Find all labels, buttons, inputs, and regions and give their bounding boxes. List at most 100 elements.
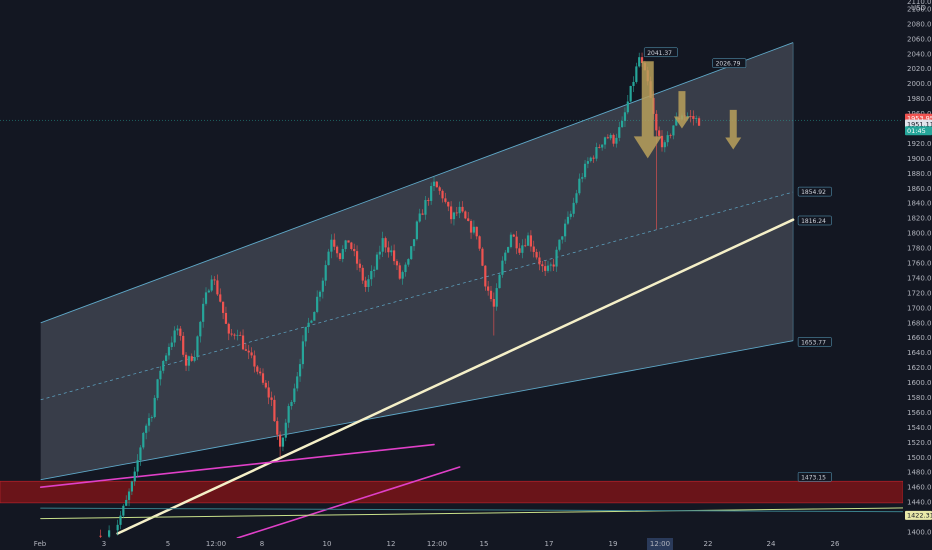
candle xyxy=(621,116,624,128)
time-axis[interactable]: Feb 3 5 12:00 8 10 12 12:00 15 17 19 12:00 22 24 26 xyxy=(0,538,932,550)
candle xyxy=(549,262,552,272)
candle xyxy=(578,173,581,196)
candle xyxy=(404,262,407,277)
annotation-label: 1816.24 xyxy=(797,215,832,226)
candle xyxy=(464,210,467,220)
candle xyxy=(435,180,438,188)
candle xyxy=(207,288,210,293)
candle xyxy=(430,182,433,205)
trendline-0[interactable] xyxy=(116,218,795,535)
candle xyxy=(469,219,473,239)
candle xyxy=(350,241,353,251)
candle xyxy=(304,326,307,347)
candle xyxy=(338,252,342,261)
red-zone-rect[interactable] xyxy=(0,480,904,504)
candle xyxy=(259,367,262,376)
channel-lower-line[interactable] xyxy=(40,340,794,481)
annotation-label: 2041.37 xyxy=(643,47,678,58)
candle xyxy=(364,276,367,292)
candle xyxy=(381,231,384,258)
down-arrow-2[interactable] xyxy=(725,109,742,150)
candle xyxy=(609,133,612,141)
candle xyxy=(204,287,208,306)
y-tick-label: 1740.00 xyxy=(907,274,932,282)
y-tick-label: 1560.00 xyxy=(907,409,932,417)
y-tick-label: 2060.00 xyxy=(907,35,932,43)
candle xyxy=(187,355,190,372)
down-arrow-1[interactable] xyxy=(673,91,690,129)
candle xyxy=(353,243,356,257)
price-axis-bg xyxy=(903,0,932,550)
candle xyxy=(347,240,350,243)
candle xyxy=(136,454,139,478)
channel-mid-line[interactable] xyxy=(40,191,794,401)
price-label-3: 1422.31 xyxy=(905,510,932,520)
y-tick-label: 1540.00 xyxy=(907,424,932,432)
candle xyxy=(467,211,470,222)
candle xyxy=(296,371,299,392)
candle xyxy=(666,131,669,147)
candle xyxy=(629,85,632,103)
candle xyxy=(689,109,692,123)
svg-text:1953.95: 1953.95 xyxy=(907,114,932,122)
candle xyxy=(492,292,495,336)
candle xyxy=(487,281,490,296)
y-tick-label: 2040.00 xyxy=(907,50,932,58)
price-axis[interactable]: 2110.00USD1400.001420.001440.001460.0014… xyxy=(903,0,932,550)
candle xyxy=(515,231,518,255)
candle xyxy=(484,265,487,291)
candle xyxy=(156,378,159,401)
annotation-text: 1854.92 xyxy=(801,189,826,196)
x-tick-label: 12:00 xyxy=(650,540,670,548)
y-tick-label: 1820.00 xyxy=(907,215,932,223)
candle xyxy=(253,350,256,373)
channel-upper-line[interactable] xyxy=(40,42,794,324)
candle xyxy=(393,244,396,265)
candle xyxy=(250,347,253,359)
annotation-text: 1816.24 xyxy=(801,218,826,225)
y-tick-label: 1680.00 xyxy=(907,319,932,327)
candle xyxy=(375,252,379,271)
candle xyxy=(373,266,376,278)
candle xyxy=(421,209,424,215)
trendline-3[interactable] xyxy=(40,507,932,520)
y-tick-label: 1500.00 xyxy=(907,454,932,462)
candle xyxy=(159,366,162,386)
candle xyxy=(99,529,102,539)
x-tick-label: 15 xyxy=(480,540,489,548)
annotation-text: 2041.37 xyxy=(647,50,672,57)
candle xyxy=(612,133,615,147)
candle xyxy=(535,248,538,260)
candle xyxy=(324,260,327,286)
candle xyxy=(452,211,456,226)
candle xyxy=(601,144,604,151)
trendline-1[interactable] xyxy=(39,443,435,488)
x-tick-label: 12:00 xyxy=(427,540,447,548)
trendlines[interactable] xyxy=(0,119,932,539)
trendline-4[interactable] xyxy=(40,507,932,513)
candle xyxy=(287,403,290,428)
candle xyxy=(193,350,196,363)
supply-demand-zone[interactable] xyxy=(0,480,904,504)
candle xyxy=(284,418,287,442)
candle xyxy=(210,275,213,293)
y-tick-label: 1580.00 xyxy=(907,394,932,402)
trendline-2[interactable] xyxy=(236,466,461,539)
candle xyxy=(108,525,111,541)
candle xyxy=(153,395,156,419)
candle xyxy=(410,246,413,260)
parallel-channel[interactable] xyxy=(40,42,794,481)
candle xyxy=(598,144,601,149)
candle xyxy=(495,283,498,311)
candle xyxy=(344,239,347,252)
candle xyxy=(592,155,595,163)
candle xyxy=(481,247,484,267)
candle xyxy=(512,233,515,238)
arrow-drawings[interactable] xyxy=(633,61,742,159)
x-tick-label: 5 xyxy=(166,540,170,548)
candle xyxy=(182,331,185,358)
candle xyxy=(139,445,142,466)
down-arrow-0[interactable] xyxy=(633,61,662,159)
candle xyxy=(387,241,390,258)
